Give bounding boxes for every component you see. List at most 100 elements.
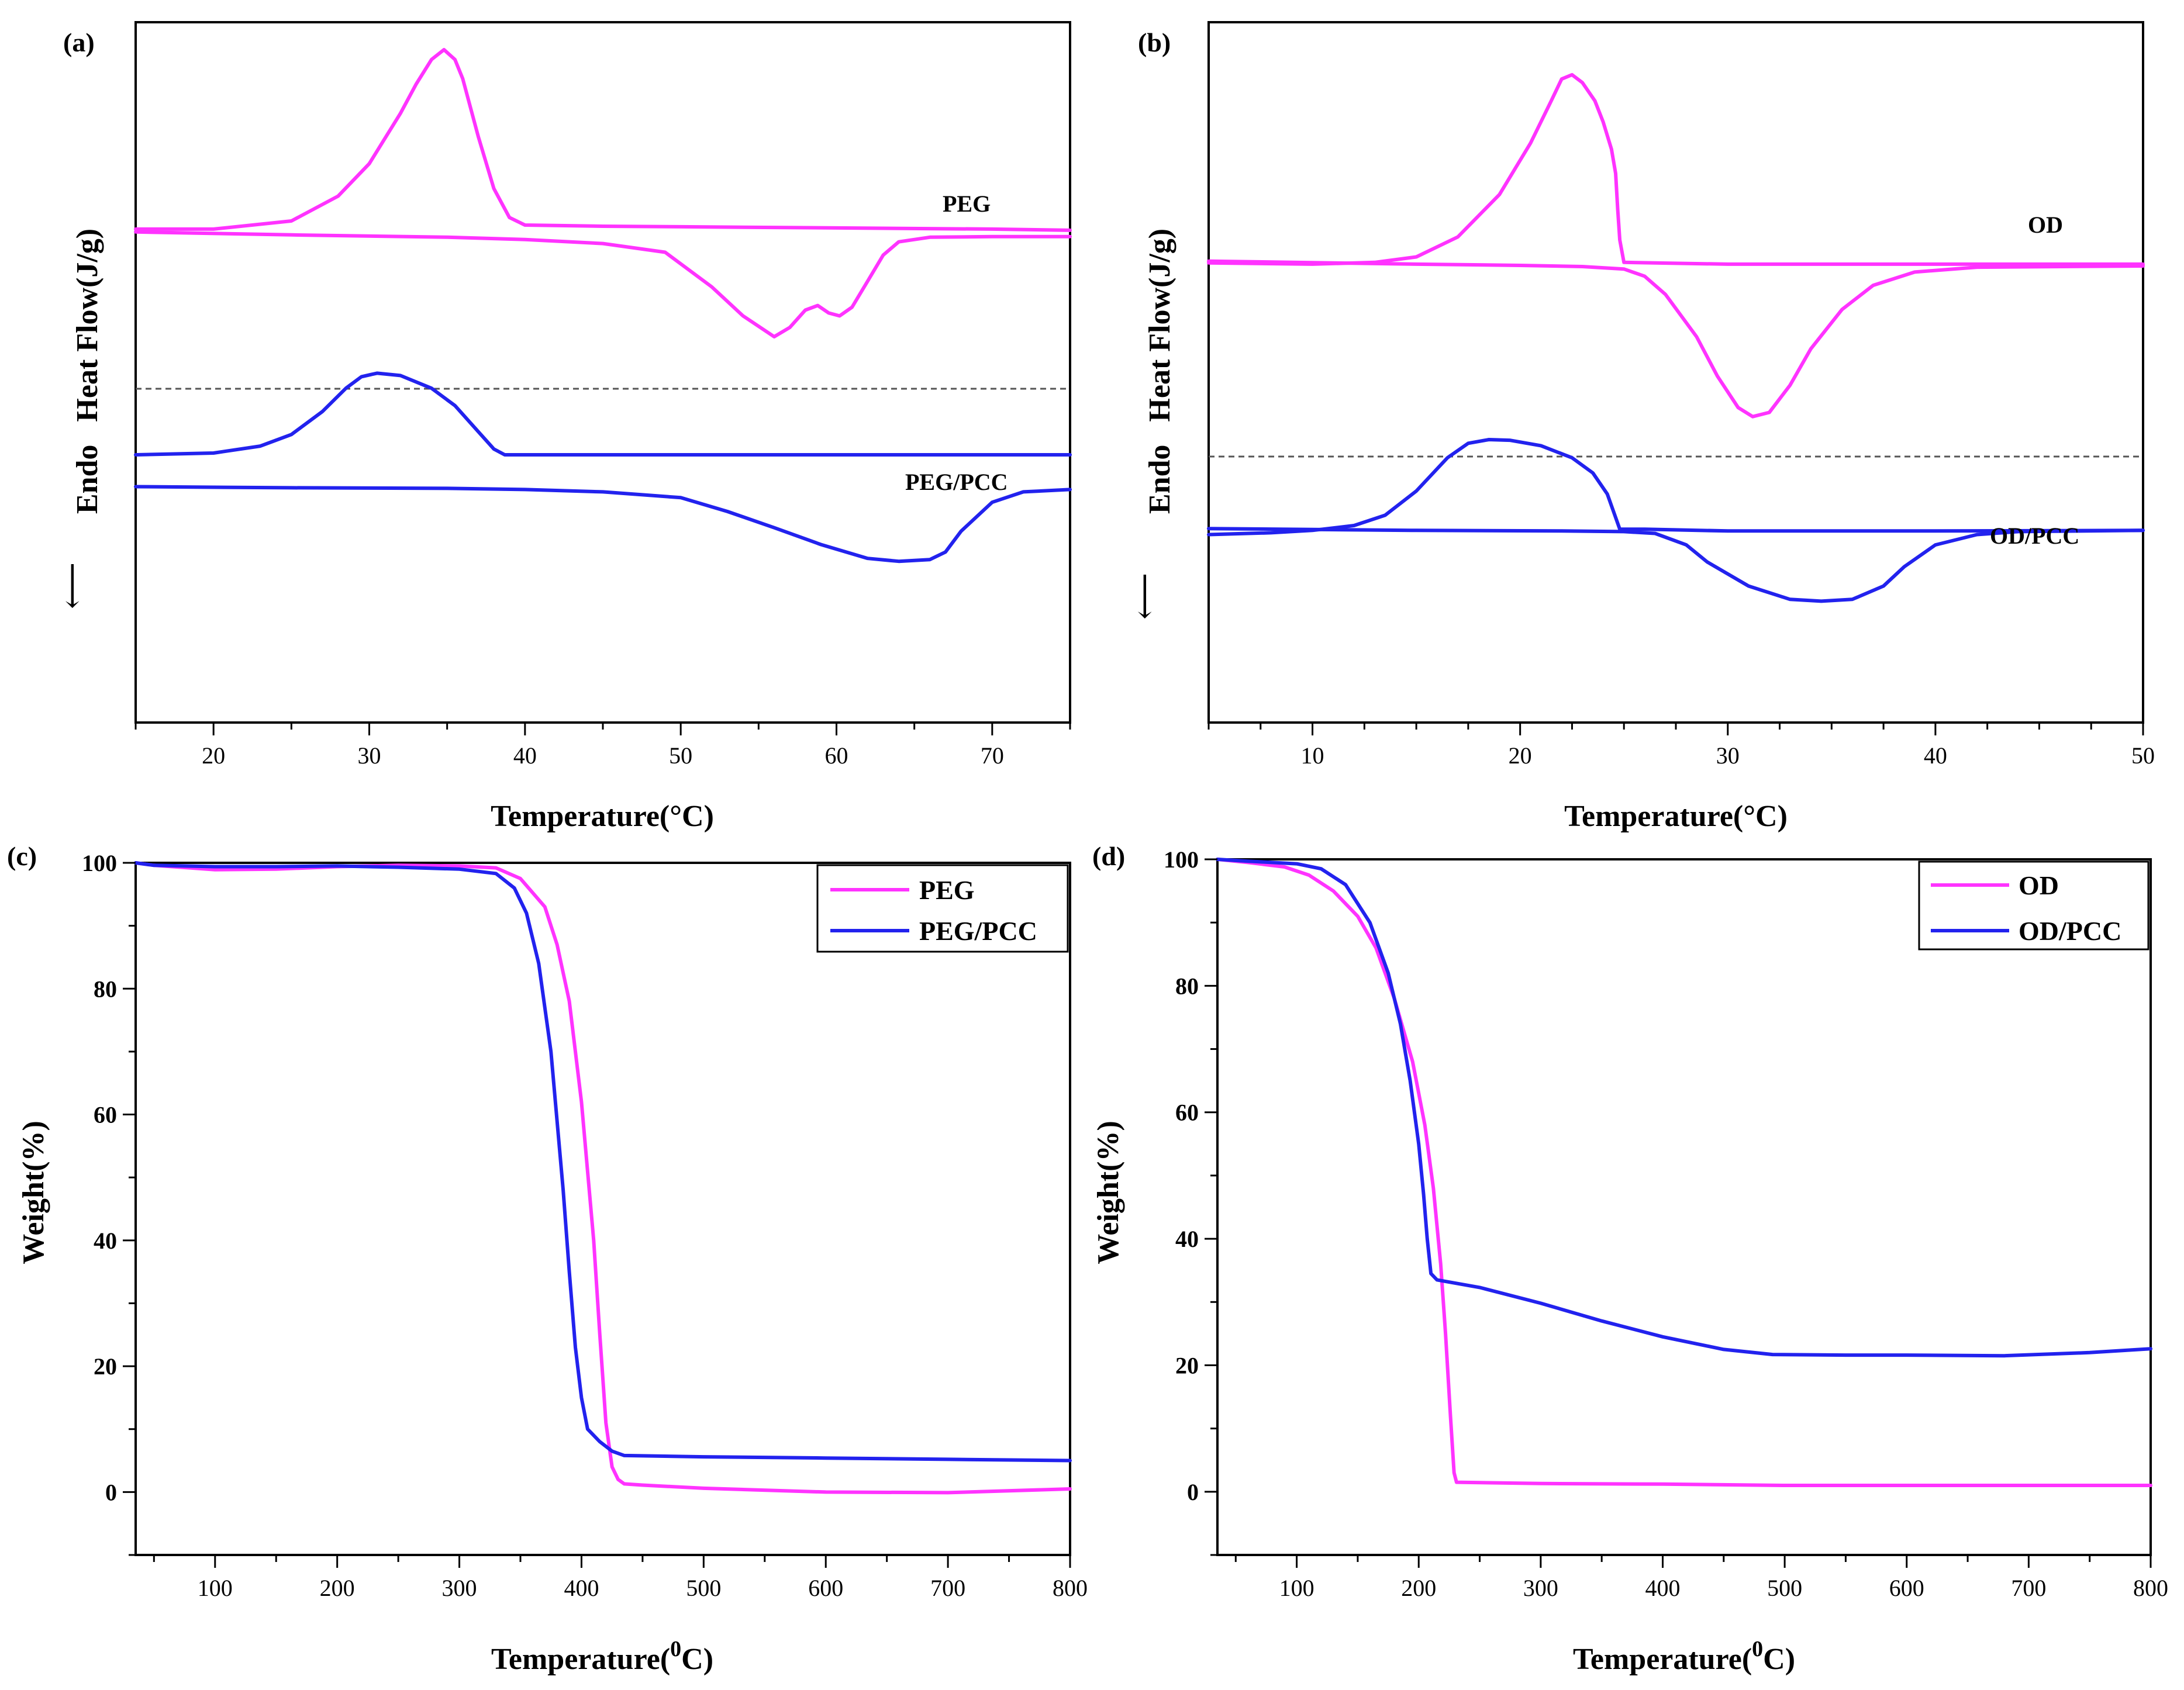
x-axis-title-a: Temperature(°C) [491,800,714,833]
x-tick-label-c: 200 [320,1575,355,1601]
y-tick-label-d: 60 [1175,1100,1199,1126]
plot-frame-d [1216,858,2152,1556]
x-ticks-b: 10 20 30 40 50 [1207,723,2155,769]
series-line-c-peg [134,861,1072,1495]
series-line-b-od-pcc-heating [1207,527,2145,603]
x-ticks-a: 20 30 40 50 60 70 [134,723,1071,769]
y-tick-label-c: 40 [94,1228,117,1254]
x-axis-title-d-end: C) [1763,1643,1795,1676]
x-tick-label-b: 40 [1924,742,1947,769]
x-tick-label-d: 800 [2133,1575,2168,1601]
x-tick-label-b: 20 [1509,742,1532,769]
y-axis-title-a: Endo Heat Flow(J/g) [71,229,104,514]
series-line-d-od [1216,858,2152,1487]
series-line-c-peg-pcc [134,861,1072,1463]
endo-arrow-a: ⟵ [54,562,91,609]
y-axis-title-c: Weight(%) [17,1121,50,1264]
y-axis-title-b: Endo Heat Flow(J/g) [1143,229,1176,514]
x-axis-title-c-main: Temperature( [491,1643,670,1676]
x-tick-label-d: 600 [1889,1575,1924,1601]
series-line-b-od-cooling [1207,72,2145,266]
series-line-a-peg-cooling [134,48,1072,232]
x-tick-label-c: 300 [442,1575,477,1601]
plot-frame-b [1207,21,2144,724]
panel-a: 20 30 40 50 60 70 (a) PEG PEG/PCC Endo Heat F… [54,21,1072,833]
series-group-b [1207,72,2145,603]
y-tick-label-d: 40 [1175,1226,1199,1252]
x-tick-label-a: 40 [513,742,537,769]
series-line-a-peg-pcc-cooling [134,371,1072,457]
y-axis-title-d: Weight(%) [1092,1121,1125,1264]
x-tick-label-c: 500 [686,1575,721,1601]
x-ticks-d: 100 200 300 400 500 600 700 800 [1234,1555,2168,1601]
x-tick-label-a: 20 [202,742,225,769]
curve-label-od-pcc: OD/PCC [1990,523,2079,549]
x-ticks-c: 100 200 300 400 500 600 700 800 [153,1555,1088,1601]
x-tick-label-b: 10 [1301,742,1324,769]
x-axis-title-c-end: C) [681,1643,713,1676]
y-tick-label-d: 20 [1175,1352,1199,1378]
curve-label-peg: PEG [943,191,991,217]
x-tick-label-d: 700 [2011,1575,2046,1601]
x-tick-label-a: 70 [981,742,1004,769]
y-tick-label-c: 80 [94,976,117,1002]
panel-d: 100 200 300 400 500 600 700 800 0 20 40 60 80 100 OD… [1092,841,2168,1676]
panel-label-d: (d) [1092,841,1125,871]
series-line-a-peg-heating [134,230,1072,338]
series-line-b-od-pcc-cooling [1207,438,2145,537]
panel-label-b: (b) [1138,27,1171,57]
x-tick-label-a: 30 [358,742,381,769]
y-tick-label-c: 60 [94,1102,117,1128]
y-tick-label-c: 100 [82,850,117,876]
series-line-d-od-pcc [1216,858,2152,1358]
legend-d: OD OD/PCC [1918,860,2150,951]
curve-label-od: OD [2028,212,2063,238]
series-line-b-od-heating [1207,259,2145,419]
legend-label-od-pcc: OD/PCC [2019,916,2121,946]
legend-box-d [1918,860,2150,951]
legend-c: PEG PEG/PCC [816,864,1069,953]
plot-frame-c [134,862,1071,1556]
legend-label-peg: PEG [919,875,975,905]
x-tick-label-d: 500 [1767,1575,1802,1601]
y-tick-label-d: 100 [1164,846,1199,873]
y-tick-label-d: 80 [1175,973,1199,999]
x-tick-label-c: 700 [930,1575,965,1601]
x-tick-label-c: 400 [564,1575,599,1601]
series-group-c [134,861,1072,1495]
series-line-a-peg-pcc-heating [134,485,1072,564]
legend-label-od: OD [2019,870,2059,900]
x-axis-title-b: Temperature(°C) [1564,800,1788,833]
endo-arrow-b: ⟵ [1127,573,1163,620]
x-tick-label-d: 100 [1279,1575,1314,1601]
x-tick-label-c: 600 [808,1575,843,1601]
curve-label-peg-pcc: PEG/PCC [905,469,1008,495]
x-axis-title-c-sup: 0 [670,1637,681,1661]
x-tick-label-c: 800 [1053,1575,1088,1601]
panel-b: 10 20 30 40 50 (b) OD OD/PCC Endo Heat Flow(… [1127,21,2155,833]
y-ticks-d: 0 20 40 60 80 100 [1164,846,1217,1556]
x-tick-label-d: 300 [1523,1575,1558,1601]
x-tick-label-b: 30 [1716,742,1740,769]
y-tick-label-c: 20 [94,1353,117,1380]
legend-box-c [816,864,1069,953]
panel-label-a: (a) [63,27,95,57]
panel-c: 100 200 300 400 500 600 700 800 0 20 40 60 80 100 PE… [7,841,1088,1676]
series-group-d [1216,858,2152,1487]
x-tick-label-a: 60 [825,742,848,769]
y-ticks-c: 0 20 40 60 80 100 [82,850,136,1556]
x-tick-label-b: 50 [2131,742,2155,769]
y-tick-label-d: 0 [1187,1479,1199,1505]
x-axis-title-d-sup: 0 [1752,1637,1763,1661]
series-group-a [134,48,1072,564]
x-tick-label-d: 200 [1401,1575,1436,1601]
x-axis-title-c: Temperature(0C) [491,1637,713,1676]
x-axis-title-d: Temperature(0C) [1573,1637,1795,1676]
x-tick-label-c: 100 [198,1575,233,1601]
x-axis-title-d-main: Temperature( [1573,1643,1752,1676]
y-tick-label-c: 0 [105,1479,117,1505]
panel-label-c: (c) [7,841,37,871]
x-tick-label-a: 50 [669,742,692,769]
x-tick-label-d: 400 [1645,1575,1680,1601]
